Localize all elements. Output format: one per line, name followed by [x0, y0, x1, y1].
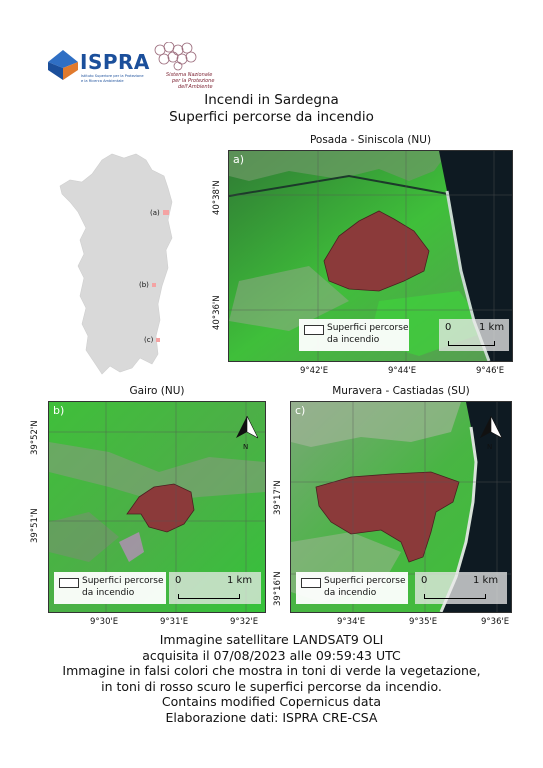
scale-end: 1 km: [473, 575, 499, 586]
snpa-line-2: per la Protezione: [172, 78, 215, 84]
panel-b-lon-1: 9°30'E: [90, 617, 119, 627]
panel-b-lon-2: 9°31'E: [160, 617, 189, 627]
snpa-line-3: dell'Ambiente: [178, 84, 213, 90]
panel-a-scale-bar: 0 1 km: [439, 319, 509, 351]
panel-c-lon-3: 9°36'E: [481, 617, 510, 627]
panel-b-lat-2: 39°51'N: [30, 508, 40, 543]
title-line-2: Superfici percorse da incendio: [169, 109, 374, 125]
legend-line-1: Superfici percorse: [327, 323, 409, 333]
north-arrow-icon: [480, 416, 502, 439]
marker-b-label: (b): [139, 281, 149, 289]
scale-line: [178, 594, 240, 599]
footer-line-3: Immagine in falsi colori che mostra in t…: [62, 663, 481, 679]
panel-b-lon-3: 9°32'E: [230, 617, 259, 627]
panel-c-north-label: N: [487, 443, 493, 451]
panel-b-legend: Superfici percorse da incendio: [54, 572, 166, 604]
panel-a-letter: a): [233, 153, 245, 166]
scale-end: 1 km: [227, 575, 253, 586]
panel-a-satellite-image: [229, 151, 512, 361]
panel-a-lat-1: 40°38'N: [212, 180, 222, 215]
panel-c-title: Muravera - Castiadas (SU): [332, 385, 470, 397]
legend-line-2: da incendio: [324, 588, 377, 598]
ispra-logo: ISPRA Istituto Superiore per la Protezio…: [48, 48, 150, 90]
panel-c-legend: Superfici percorse da incendio: [296, 572, 408, 604]
panel-a-map: a) Superfici percorse da incendio 0 1 km: [228, 150, 513, 362]
hexagon-network-icon: [154, 42, 197, 71]
scale-line: [448, 341, 495, 346]
panel-a-title: Posada - Siniscola (NU): [309, 134, 432, 146]
marker-c-label: (c): [144, 336, 154, 344]
legend-line-2: da incendio: [82, 588, 135, 598]
legend-line-1: Superfici percorse: [82, 576, 164, 586]
panel-c-lon-1: 9°34'E: [337, 617, 366, 627]
panel-c-lat-1: 39°17'N: [273, 480, 283, 515]
scale-start: 0: [175, 575, 182, 586]
footer-line-4: in toni di rosso scuro le superfici perc…: [101, 678, 442, 694]
snpa-line-1: Sistema Nazionale: [166, 72, 213, 78]
burned-area-swatch: [304, 325, 324, 335]
footer-line-6: Elaborazione dati: ISPRA CRE-CSA: [165, 709, 378, 725]
panel-a-lon-2: 9°44'E: [388, 366, 417, 376]
panel-b-lat-1: 39°52'N: [30, 420, 40, 455]
ispra-name: ISPRA: [80, 50, 150, 74]
panel-c-letter: c): [295, 404, 306, 417]
legend-line-1: Superfici percorse: [324, 576, 406, 586]
sardinia-island-shape: [59, 153, 173, 375]
panel-c-lon-2: 9°35'E: [409, 617, 438, 627]
snpa-logo: Sistema Nazionale per la Protezione dell…: [150, 42, 230, 92]
ispra-subtitle-1: Istituto Superiore per la Protezione: [81, 74, 144, 78]
burned-area-swatch: [59, 578, 79, 588]
ispra-logo-mark: [48, 50, 78, 80]
panel-c-map: c) N Superfici percorse da incendio 0 1 …: [290, 401, 512, 613]
panel-b-north-label: N: [243, 443, 249, 451]
legend-line-2: da incendio: [327, 335, 380, 345]
panel-a-lat-2: 40°36'N: [212, 295, 222, 330]
panel-c-lat-2: 39°16'N: [273, 571, 283, 606]
ispra-subtitle-2: e la Ricerca Ambientale: [81, 79, 124, 83]
footer-line-2: acquisita il 07/08/2023 alle 09:59:43 UT…: [142, 647, 401, 663]
map-title: Incendi in Sardegna Superfici percorse d…: [0, 92, 543, 126]
scale-line: [424, 594, 486, 599]
panel-c-scale-bar: 0 1 km: [415, 572, 507, 604]
panel-b-map: b) N Superfici percorse da incendio 0 1 …: [48, 401, 266, 613]
panel-b-letter: b): [53, 404, 65, 417]
footer-caption: Immagine satellitare LANDSAT9 OLI acquis…: [0, 632, 543, 726]
footer-line-5: Contains modified Copernicus data: [161, 694, 382, 710]
title-line-1: Incendi in Sardegna: [204, 92, 339, 108]
panel-b-scale-bar: 0 1 km: [169, 572, 261, 604]
panel-b-title: Gairo (NU): [129, 385, 185, 397]
footer-line-1: Immagine satellitare LANDSAT9 OLI: [159, 632, 384, 647]
panel-a-legend: Superfici percorse da incendio: [299, 319, 409, 351]
scale-start: 0: [421, 575, 428, 586]
scale-start: 0: [445, 322, 452, 333]
scale-end: 1 km: [479, 322, 505, 333]
panel-a-lon-3: 9°46'E: [476, 366, 505, 376]
panel-a-lon-1: 9°42'E: [300, 366, 329, 376]
overview-map: (a) (b) (c): [40, 150, 200, 390]
marker-a-label: (a): [150, 209, 160, 217]
north-arrow-icon: [236, 416, 258, 439]
burned-area-swatch: [301, 578, 321, 588]
